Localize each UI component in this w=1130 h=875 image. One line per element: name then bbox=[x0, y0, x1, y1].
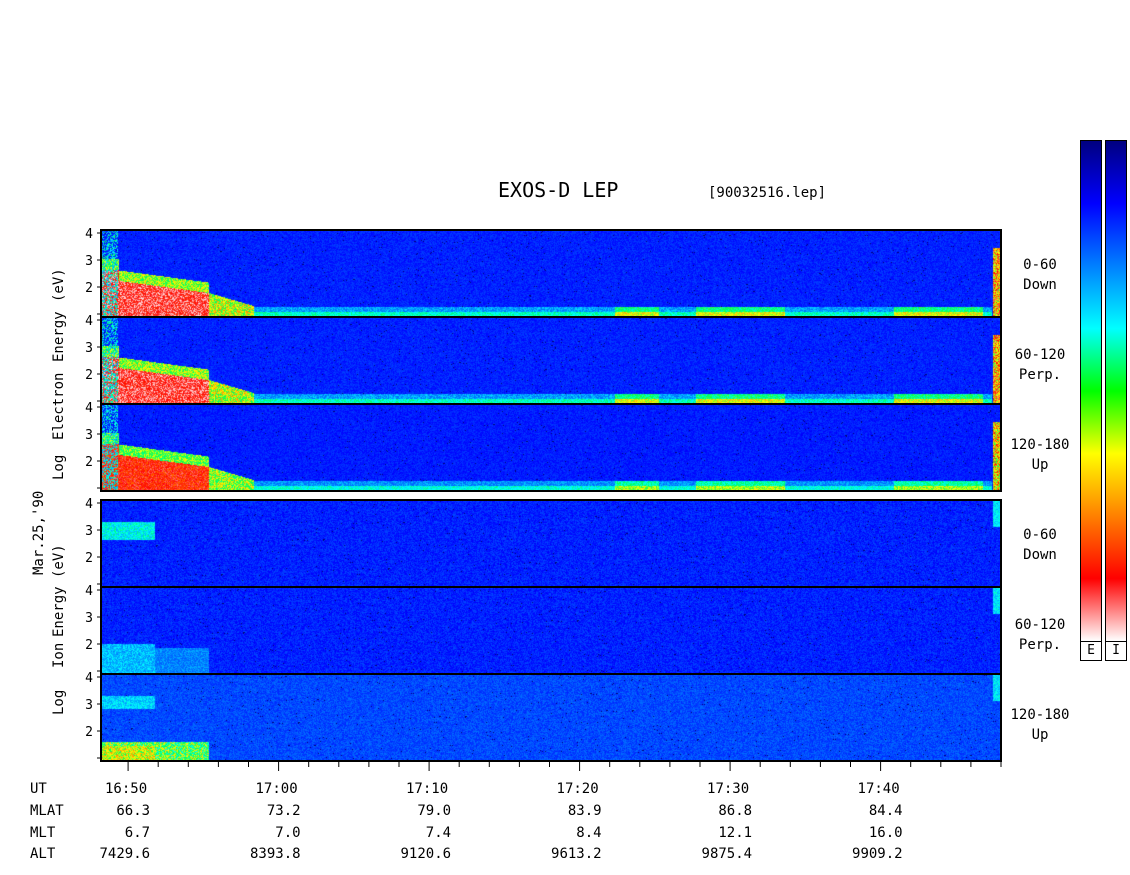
ephemeris-value: 16:50 bbox=[105, 781, 147, 797]
channel-angle: 60-120 bbox=[1014, 347, 1066, 363]
ion-channel-perp: 60-120 Perp. bbox=[1000, 615, 1080, 655]
y-tick-label: 2 bbox=[85, 638, 93, 653]
y-tick-label: 4 bbox=[85, 227, 93, 242]
ion-ylabel-energy: Energy bbox=[51, 586, 67, 637]
electron-ylabel-unit: (eV) bbox=[51, 268, 67, 302]
ephemeris-value: 86.8 bbox=[718, 803, 752, 819]
ephemeris-value: 17:20 bbox=[557, 781, 599, 797]
colorbar-label-e: E bbox=[1080, 641, 1102, 661]
ephemeris-value: 73.2 bbox=[267, 803, 301, 819]
channel-angle: 0-60 bbox=[1023, 257, 1057, 273]
y-tick-label: 2 bbox=[85, 551, 93, 566]
y-tick-label: 3 bbox=[85, 254, 93, 269]
electron-ylabel-log: Log bbox=[51, 454, 67, 480]
electron-channel-up: 120-180 Up bbox=[1000, 435, 1080, 475]
y-tick-label: 2 bbox=[85, 455, 93, 470]
channel-direction: Perp. bbox=[1018, 367, 1062, 383]
channel-direction: Up bbox=[1031, 727, 1049, 743]
y-tick-label: 3 bbox=[85, 341, 93, 356]
ephemeris-value: 9875.4 bbox=[702, 846, 753, 862]
ephemeris-value: 8393.8 bbox=[250, 846, 301, 862]
channel-angle: 120-180 bbox=[1010, 437, 1070, 453]
electron-ylabel-electron: Electron bbox=[51, 372, 67, 440]
channel-direction: Down bbox=[1023, 277, 1057, 293]
y-tick-label: 3 bbox=[85, 698, 93, 713]
file-name: [90032516.lep] bbox=[708, 185, 827, 201]
ephemeris-row-name: MLAT bbox=[30, 803, 64, 819]
date-label: Mar.25,'90 bbox=[31, 490, 47, 575]
ion-ylabel-log: Log bbox=[51, 689, 67, 715]
ephemeris-value: 17:10 bbox=[406, 781, 448, 797]
colorbar-label-i: I bbox=[1105, 641, 1127, 661]
y-tick-label: 4 bbox=[85, 497, 93, 512]
ephemeris-value: 17:00 bbox=[256, 781, 298, 797]
channel-angle: 60-120 bbox=[1014, 617, 1066, 633]
channel-direction: Down bbox=[1023, 547, 1057, 563]
ion-frame bbox=[100, 499, 1002, 762]
ephemeris-value: 7429.6 bbox=[100, 846, 151, 862]
ephemeris-value: 79.0 bbox=[417, 803, 451, 819]
ion-ylabel-ion: Ion bbox=[51, 642, 67, 668]
chart-title: EXOS-D LEP bbox=[498, 178, 619, 202]
channel-direction: Perp. bbox=[1018, 637, 1062, 653]
ephemeris-value: 6.7 bbox=[125, 825, 150, 841]
ephemeris-value: 84.4 bbox=[869, 803, 903, 819]
electron-channel-down: 0-60 Down bbox=[1000, 255, 1080, 295]
ephemeris-value: 7.4 bbox=[426, 825, 451, 841]
electron-ylabel-energy: Energy bbox=[51, 311, 67, 362]
colorbar-ion bbox=[1105, 140, 1127, 642]
ion-channel-down: 0-60 Down bbox=[1000, 525, 1080, 565]
y-tick-label: 4 bbox=[85, 401, 93, 416]
electron-channel-perp: 60-120 Perp. bbox=[1000, 345, 1080, 385]
ephemeris-value: 12.1 bbox=[718, 825, 752, 841]
ephemeris-value: 9909.2 bbox=[852, 846, 903, 862]
y-tick-label: 4 bbox=[85, 314, 93, 329]
electron-frame bbox=[100, 229, 1002, 492]
ephemeris-value: 17:40 bbox=[858, 781, 900, 797]
channel-angle: 0-60 bbox=[1023, 527, 1057, 543]
ion-channel-up: 120-180 Up bbox=[1000, 705, 1080, 745]
ephemeris-value: 9120.6 bbox=[401, 846, 452, 862]
ephemeris-value: 17:30 bbox=[707, 781, 749, 797]
y-tick-label: 3 bbox=[85, 428, 93, 443]
y-tick-label: 2 bbox=[85, 281, 93, 296]
ephemeris-row-name: UT bbox=[30, 781, 47, 797]
channel-angle: 120-180 bbox=[1010, 707, 1070, 723]
y-tick-label: 3 bbox=[85, 524, 93, 539]
y-tick-label: 3 bbox=[85, 611, 93, 626]
ephemeris-row-name: MLT bbox=[30, 825, 56, 841]
y-tick-label: 2 bbox=[85, 725, 93, 740]
ephemeris-value: 66.3 bbox=[116, 803, 150, 819]
ion-ylabel-unit: (eV) bbox=[51, 544, 67, 578]
spectrogram-canvas bbox=[101, 230, 1001, 765]
ephemeris-row-name: ALT bbox=[30, 846, 56, 862]
y-tick-label: 4 bbox=[85, 671, 93, 686]
ephemeris-value: 8.4 bbox=[576, 825, 601, 841]
y-tick-label: 4 bbox=[85, 584, 93, 599]
ephemeris-value: 83.9 bbox=[568, 803, 602, 819]
ephemeris-value: 9613.2 bbox=[551, 846, 602, 862]
ephemeris-value: 7.0 bbox=[275, 825, 300, 841]
y-tick-label: 2 bbox=[85, 368, 93, 383]
channel-direction: Up bbox=[1031, 457, 1049, 473]
ephemeris-value: 16.0 bbox=[869, 825, 903, 841]
colorbar-electron bbox=[1080, 140, 1102, 642]
